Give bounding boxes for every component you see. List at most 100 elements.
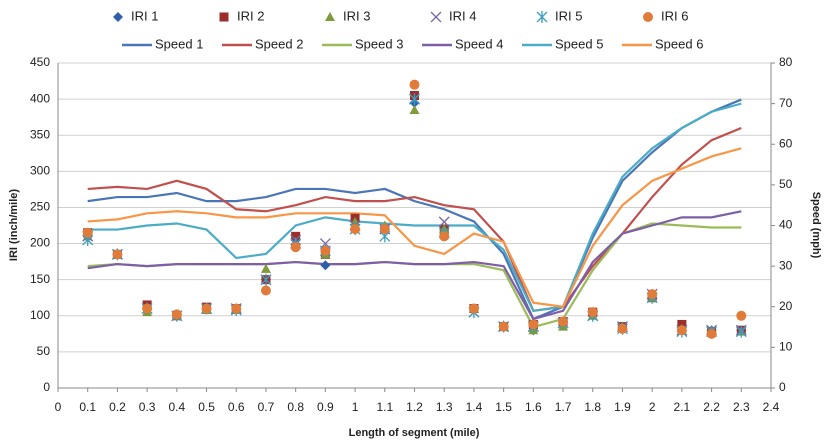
y-tick-label: 250 (30, 200, 50, 214)
speed-line (87, 102, 742, 313)
y-tick-label: 150 (30, 272, 50, 286)
iri-point (409, 104, 420, 114)
y2-tick-label: 20 (779, 299, 793, 313)
iri-point (320, 245, 331, 256)
y2-tick-label: 0 (779, 380, 786, 394)
legend-label: IRI 4 (449, 8, 476, 23)
x-tick-label: 0.8 (287, 400, 304, 414)
y-tick-label: 400 (30, 91, 50, 105)
y2-tick-label: 60 (779, 136, 793, 150)
iri-point (706, 328, 717, 339)
x-tick-label: 0.6 (228, 400, 245, 414)
x-tick-label: 0.5 (198, 400, 215, 414)
iri-point (290, 242, 301, 253)
iri-point (409, 79, 420, 90)
x-tick-label: 1.3 (436, 400, 453, 414)
x-tick-label: 0.2 (109, 400, 126, 414)
legend-label: IRI 6 (661, 8, 688, 23)
x-tick-label: 0.9 (317, 400, 334, 414)
x-tick-label: 0.1 (79, 400, 96, 414)
legend-marker (219, 12, 229, 22)
x-axis-title: Length of segment (mile) (349, 427, 480, 439)
iri-point (498, 321, 509, 332)
legend-marker (325, 12, 335, 21)
iri-point (736, 310, 747, 321)
iri-point (676, 325, 687, 336)
iri-point (439, 231, 450, 242)
y-tick-label: 100 (30, 308, 50, 322)
iri-point (231, 303, 242, 314)
y-tick-label: 50 (37, 344, 51, 358)
y-axis-title: IRI (inch/mile) (8, 189, 20, 261)
x-tick-label: 1.1 (376, 400, 393, 414)
legend-marker (536, 11, 548, 23)
iri-point (260, 263, 271, 273)
legend-marker (643, 12, 653, 22)
legend-marker (430, 11, 442, 23)
legend-label: IRI 3 (343, 8, 370, 23)
iri-point (379, 224, 390, 235)
x-tick-label: 1.4 (466, 400, 483, 414)
legend-label: IRI 2 (237, 8, 264, 23)
x-tick-label: 1.5 (495, 400, 512, 414)
y-tick-label: 300 (30, 164, 50, 178)
iri-point (528, 319, 539, 330)
legend-label: Speed 5 (555, 36, 603, 51)
iri-point (409, 93, 420, 106)
x-tick-label: 0.4 (168, 400, 185, 414)
iri-point (142, 303, 153, 314)
iri-point (558, 316, 569, 327)
x-tick-label: 0.3 (139, 400, 156, 414)
iri-point (320, 260, 331, 271)
y2-tick-label: 80 (779, 55, 793, 69)
iri-point (201, 303, 212, 314)
x-tick-label: 2.3 (733, 400, 750, 414)
y-tick-label: 0 (43, 380, 50, 394)
x-tick-label: 2 (649, 400, 656, 414)
x-tick-label: 0 (55, 400, 62, 414)
speed-line (87, 98, 742, 321)
iri-point (468, 303, 479, 314)
x-tick-label: 1 (352, 400, 359, 414)
y2-axis-title: Speed (mph) (810, 192, 822, 259)
legend-label: IRI 5 (555, 8, 582, 23)
x-tick-label: 2.4 (763, 400, 780, 414)
iri-point (735, 325, 747, 338)
y-tick-label: 200 (30, 236, 50, 250)
legend-marker (113, 12, 123, 22)
x-tick-label: 1.6 (525, 400, 542, 414)
speed-line (87, 126, 742, 313)
iri-point (617, 323, 628, 334)
iri-point (350, 224, 361, 235)
legend-label: Speed 3 (355, 36, 403, 51)
iri-point (291, 231, 301, 241)
x-tick-label: 1.9 (614, 400, 631, 414)
x-tick-label: 1.2 (406, 400, 423, 414)
iri-point (171, 309, 182, 320)
y2-tick-label: 10 (779, 340, 793, 354)
speed-line (87, 222, 742, 329)
iri-point (260, 273, 272, 286)
iri-point (112, 249, 123, 260)
x-tick-label: 0.7 (258, 400, 275, 414)
iri-point (260, 285, 271, 296)
x-tick-label: 1.7 (555, 400, 572, 414)
iri-point (587, 307, 598, 318)
x-tick-label: 2.2 (703, 400, 720, 414)
speed-line (87, 147, 742, 308)
y2-tick-label: 40 (779, 218, 793, 232)
iri-point (82, 227, 93, 238)
iri-point (647, 289, 658, 300)
y-tick-label: 350 (30, 127, 50, 141)
y-tick-label: 450 (30, 55, 50, 69)
y2-tick-label: 50 (779, 177, 793, 191)
y2-tick-label: 70 (779, 96, 793, 110)
legend-label: Speed 2 (255, 36, 303, 51)
speed-line (87, 210, 742, 321)
legend-label: IRI 1 (131, 8, 158, 23)
x-tick-label: 2.1 (674, 400, 691, 414)
x-tick-label: 1.8 (584, 400, 601, 414)
legend-label: Speed 6 (655, 36, 703, 51)
y2-tick-label: 30 (779, 258, 793, 272)
